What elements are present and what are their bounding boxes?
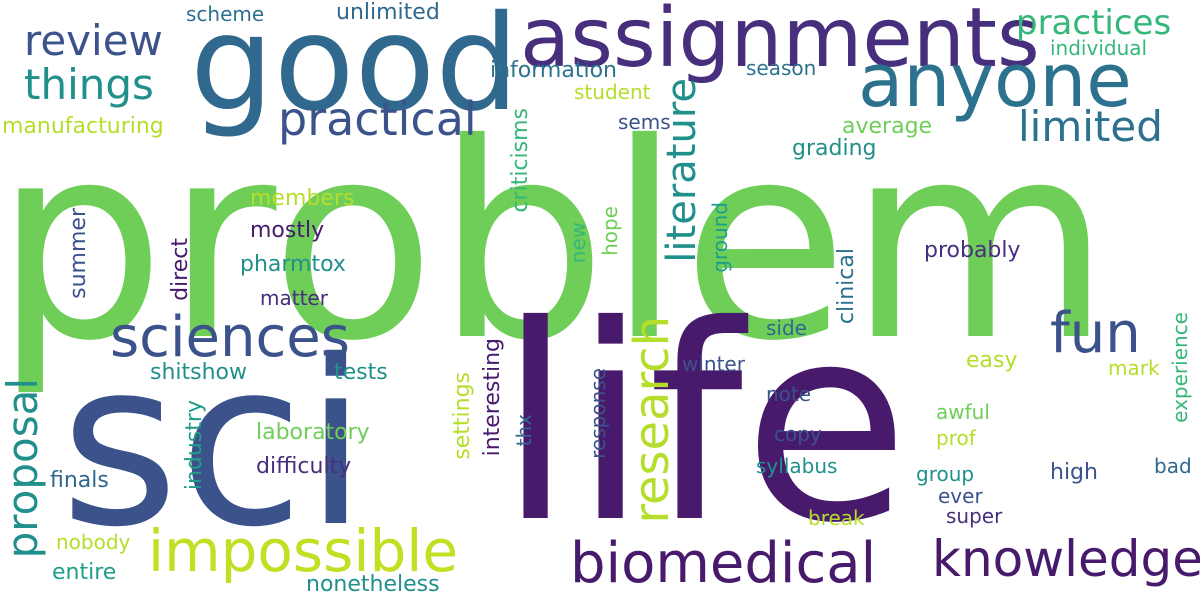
word-winter: winter [682,352,745,376]
word-proposal: proposal [0,378,47,559]
word-tests: tests [334,360,388,385]
word-summer: summer [66,208,91,299]
word-scheme: scheme [186,2,265,26]
word-season: season [746,56,817,80]
word-individual: individual [1050,36,1148,60]
word-note: note [766,382,812,406]
word-fun: fun [1050,301,1141,366]
word-practical: practical [278,92,477,146]
word-probably: probably [924,238,1021,263]
word-members: members [250,186,355,211]
word-clinical: clinical [834,248,859,325]
word-research: research [624,316,680,524]
word-sciences: sciences [110,305,350,370]
word-experience: experience [1168,312,1192,423]
word-group: group [916,462,975,486]
word-sems: sems [618,110,671,134]
word-information: information [490,58,617,83]
word-bad: bad [1154,454,1192,478]
word-interesting: interesting [480,338,505,457]
word-literature: literature [659,78,705,263]
word-student: student [574,80,651,104]
word-direct: direct [168,238,193,301]
word-mark: mark [1108,356,1160,380]
word-mostly: mostly [250,218,325,243]
word-response: response [586,368,610,459]
word-super: super [946,504,1003,528]
word-laboratory: laboratory [256,420,370,445]
word-assignments: assignments [520,0,1040,86]
word-life: life [498,267,910,582]
word-entire: entire [52,560,117,585]
word-thx: thx [512,414,536,447]
word-side: side [766,316,807,340]
word-criticisms: criticisms [508,108,533,213]
word-limited: limited [1018,102,1163,151]
word-nonetheless: nonetheless [306,572,440,597]
word-ever: ever [938,484,983,508]
word-practices: practices [1016,3,1172,43]
word-matter: matter [260,286,328,310]
word-average: average [842,114,933,139]
word-industry: industry [182,400,207,491]
word-review: review [24,16,163,65]
word-copy: copy [774,422,822,446]
word-syllabus: syllabus [756,454,838,478]
word-unlimited: unlimited [336,0,440,25]
word-things: things [24,60,154,109]
word-new: new [566,222,590,264]
word-nobody: nobody [56,530,131,554]
word-pharmtox: pharmtox [240,252,346,277]
word-settings: settings [450,372,475,460]
word-easy: easy [966,348,1018,373]
word-awful: awful [936,400,990,424]
word-grading: grading [792,136,877,161]
word-sci: sci [60,311,368,577]
word-finals: finals [50,468,109,493]
word-hope: hope [598,206,622,256]
word-knowledge: knowledge [932,530,1200,588]
word-anyone: anyone [858,38,1132,124]
word-good: good [190,0,520,141]
word-high: high [1050,460,1098,485]
word-ground: ground [708,202,732,273]
word-difficulty: difficulty [256,454,352,479]
word-problem: problem [0,85,1112,400]
word-impossible: impossible [148,517,459,585]
word-prof: prof [936,426,976,450]
word-biomedical: biomedical [570,531,877,596]
word-shitshow: shitshow [150,360,248,385]
word-break: break [808,506,865,530]
word-manufacturing: manufacturing [2,114,164,139]
